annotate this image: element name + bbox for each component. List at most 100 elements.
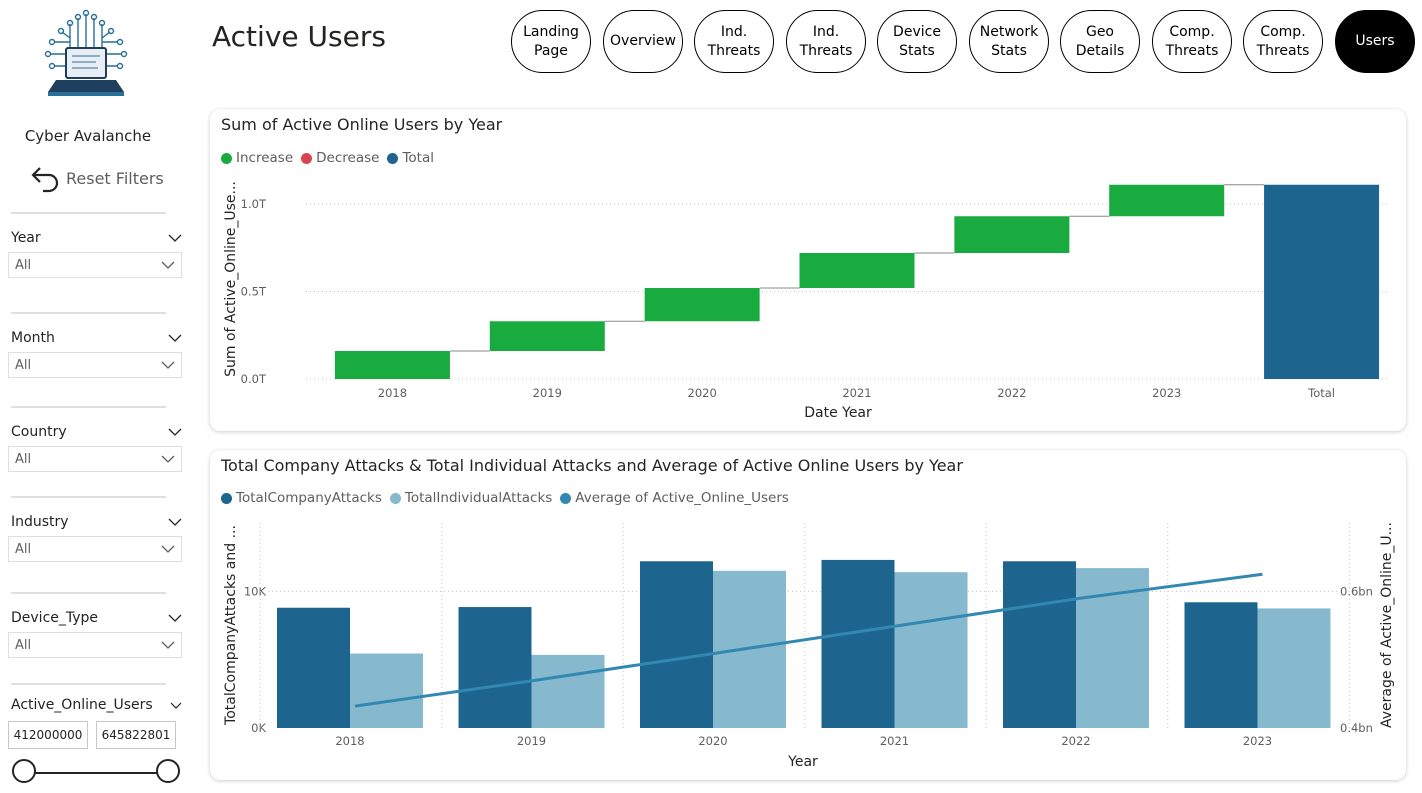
nav-button-label: Ind. Threats bbox=[707, 23, 761, 59]
nav-button-label: Overview bbox=[610, 33, 676, 49]
x-tick-label: 2023 bbox=[1243, 734, 1272, 748]
device-type-dropdown[interactable]: All bbox=[8, 632, 182, 658]
legend-item-average[interactable]: Average of Active_Online_Users bbox=[560, 490, 789, 506]
slicer-title: Country bbox=[11, 424, 67, 440]
nav-button[interactable]: Network Stats bbox=[969, 10, 1049, 73]
legend-item-total[interactable]: Total bbox=[387, 150, 434, 166]
legend-dot bbox=[389, 492, 401, 504]
waterfall-bar bbox=[644, 288, 760, 322]
legend-label: TotalIndividualAttacks bbox=[404, 490, 553, 506]
y2-axis-title: Average of Active_Online_U... bbox=[1379, 522, 1395, 728]
y-tick-label: 0.5T bbox=[241, 285, 267, 299]
nav-button-label: Geo Details bbox=[1075, 23, 1125, 59]
divider bbox=[11, 406, 166, 408]
x-tick-label: 2022 bbox=[1061, 734, 1090, 748]
industry-dropdown[interactable]: All bbox=[8, 536, 182, 562]
country-dropdown[interactable]: All bbox=[8, 446, 182, 472]
combo-chart-card: Total Company Attacks & Total Individual… bbox=[210, 450, 1406, 780]
legend-item-individual[interactable]: TotalIndividualAttacks bbox=[389, 490, 553, 506]
y-tick-label: 10K bbox=[244, 584, 267, 598]
individual-attacks-bar bbox=[350, 653, 423, 728]
x-tick-label: 2019 bbox=[533, 386, 562, 400]
divider bbox=[11, 496, 166, 498]
x-tick-label: 2018 bbox=[335, 734, 364, 748]
slider-min-handle[interactable] bbox=[12, 759, 36, 783]
dropdown-value: All bbox=[15, 637, 32, 653]
slicer-month: Month All bbox=[8, 312, 182, 378]
legend-item-company[interactable]: TotalCompanyAttacks bbox=[221, 490, 382, 506]
slicer-device-type: Device_Type All bbox=[8, 592, 182, 658]
slicer-title: Active_Online_Users bbox=[11, 697, 153, 713]
x-tick-label: 2023 bbox=[1152, 386, 1181, 400]
reset-filters-button[interactable]: Reset Filters bbox=[30, 160, 164, 196]
nav-button[interactable]: Ind. Threats bbox=[786, 10, 866, 73]
chevron-down-icon[interactable] bbox=[170, 701, 182, 710]
nav-button-label: Comp. Threats bbox=[1165, 23, 1219, 59]
chart-title: Total Company Attacks & Total Individual… bbox=[221, 456, 963, 475]
waterfall-bar bbox=[334, 351, 450, 379]
range-max-input[interactable]: 645822801 bbox=[96, 721, 176, 749]
nav-button[interactable]: Device Stats bbox=[877, 10, 957, 73]
cyber-laptop-logo bbox=[44, 9, 128, 96]
x-axis-title: Year bbox=[787, 754, 818, 770]
legend-dot bbox=[560, 492, 572, 504]
chevron-down-icon bbox=[161, 261, 175, 269]
nav-button-label: Ind. Threats bbox=[799, 23, 853, 59]
x-tick-label: 2021 bbox=[842, 386, 871, 400]
nav-button-label: Comp. Threats bbox=[1256, 23, 1310, 59]
slider-max-handle[interactable] bbox=[156, 759, 180, 783]
chevron-down-icon[interactable] bbox=[168, 333, 182, 343]
range-slider[interactable] bbox=[8, 759, 184, 787]
x-tick-label: 2019 bbox=[517, 734, 546, 748]
legend-item-decrease[interactable]: Decrease bbox=[301, 150, 379, 166]
waterfall-bar bbox=[1109, 184, 1225, 217]
month-dropdown[interactable]: All bbox=[8, 352, 182, 378]
company-attacks-bar bbox=[1184, 602, 1258, 728]
nav-button[interactable]: Geo Details bbox=[1060, 10, 1140, 73]
slicer-title: Industry bbox=[11, 514, 69, 530]
slicer-industry: Industry All bbox=[8, 496, 182, 562]
year-dropdown[interactable]: All bbox=[8, 252, 182, 278]
chevron-down-icon bbox=[161, 545, 175, 553]
legend-label: Increase bbox=[236, 150, 294, 166]
page-title: Active Users bbox=[212, 20, 386, 53]
y2-tick-label: 0.4bn bbox=[1340, 721, 1373, 735]
chart-legend: Increase Decrease Total bbox=[221, 150, 442, 166]
legend-dot bbox=[301, 152, 313, 164]
combo-chart: 0K 10K 0.4bn 0.6bn 2018 2019 2020 2021 2022 2023 Y… bbox=[223, 522, 1395, 770]
chevron-down-icon[interactable] bbox=[168, 517, 182, 527]
slicer-country: Country All bbox=[8, 406, 182, 472]
average-users-line bbox=[354, 572, 1263, 708]
x-tick-label: Total bbox=[1307, 386, 1335, 400]
slicer-active-online-users: Active_Online_Users 412000000 645822801 bbox=[8, 683, 182, 787]
legend-label: Decrease bbox=[316, 150, 380, 166]
nav-button[interactable]: Ind. Threats bbox=[694, 10, 774, 73]
nav-button[interactable]: Landing Page bbox=[511, 10, 591, 73]
y-axis-title: Sum of Active_Online_Use... bbox=[223, 181, 239, 377]
legend-label: TotalCompanyAttacks bbox=[236, 490, 382, 506]
nav-button[interactable]: Comp. Threats bbox=[1243, 10, 1323, 73]
waterfall-bar bbox=[1264, 184, 1380, 379]
y-tick-label: 1.0T bbox=[241, 197, 267, 211]
company-attacks-bar bbox=[821, 559, 895, 728]
dropdown-value: All bbox=[15, 357, 32, 373]
nav-button[interactable]: Overview bbox=[603, 10, 683, 73]
nav-button[interactable]: Comp. Threats bbox=[1152, 10, 1232, 73]
chevron-down-icon[interactable] bbox=[168, 427, 182, 437]
company-attacks-bar bbox=[458, 607, 532, 728]
slider-track bbox=[28, 772, 170, 774]
divider bbox=[11, 592, 166, 594]
nav-button[interactable]: Users bbox=[1335, 10, 1415, 73]
chevron-down-icon[interactable] bbox=[168, 233, 182, 243]
x-tick-label: 2018 bbox=[378, 386, 407, 400]
range-min-input[interactable]: 412000000 bbox=[8, 721, 88, 749]
waterfall-bar bbox=[954, 216, 1070, 253]
chart-title: Sum of Active Online Users by Year bbox=[221, 115, 503, 134]
slicer-title: Year bbox=[11, 230, 41, 246]
nav-button-label: Device Stats bbox=[893, 23, 941, 59]
individual-attacks-bar bbox=[1257, 608, 1331, 728]
legend-dot bbox=[221, 152, 232, 164]
legend-item-increase[interactable]: Increase bbox=[221, 150, 293, 166]
reset-filters-label: Reset Filters bbox=[66, 168, 164, 188]
chevron-down-icon[interactable] bbox=[168, 613, 182, 623]
